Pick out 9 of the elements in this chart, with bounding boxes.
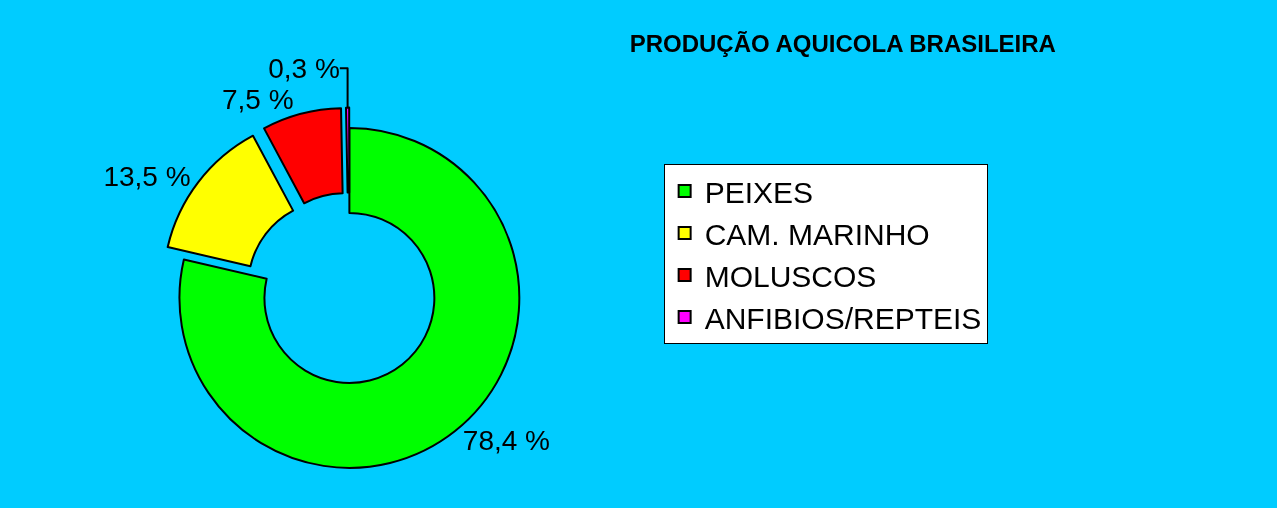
legend-label: MOLUSCOS xyxy=(704,259,877,293)
data-label: 0,3 % xyxy=(268,52,340,84)
chart-title: PRODUÇÃO AQUICOLA BRASILEIRA xyxy=(629,30,1056,58)
legend-label: CAM. MARINHO xyxy=(704,217,930,251)
data-label: 13,5 % xyxy=(103,160,191,192)
legend-label: PEIXES xyxy=(704,175,814,209)
data-label: 78,4 % xyxy=(462,424,550,456)
data-label: 7,5 % xyxy=(221,83,294,115)
legend-label: ANFIBIOS/REPTEIS xyxy=(704,301,982,335)
